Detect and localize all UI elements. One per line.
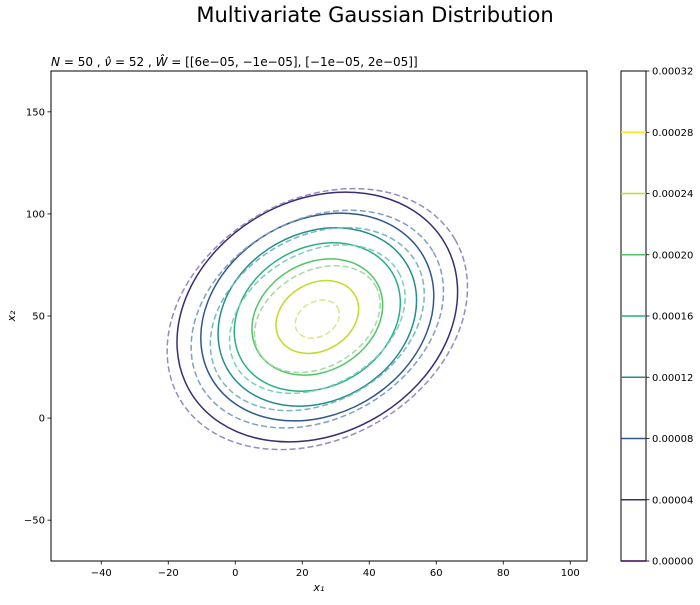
colorbar-tick-label-5: 0.00020 <box>652 250 693 261</box>
solid-contour-0 <box>176 191 459 443</box>
contour-layer <box>166 187 469 451</box>
dashed-contour-2 <box>209 226 426 412</box>
colorbar-tick-label-0: 0.00000 <box>652 557 693 568</box>
solid-contour-3 <box>233 242 402 392</box>
x-tick-label-0: −40 <box>91 568 112 579</box>
dashed-contour-0 <box>166 187 469 451</box>
y-tick-label-1: 0 <box>39 414 45 425</box>
x-tick-label-5: 60 <box>430 568 443 579</box>
x-axis-ticks: −40 −20 0 20 40 60 80 100 <box>91 561 580 579</box>
colorbar-level-lines <box>621 131 646 562</box>
title-eq-2: = <box>115 55 129 69</box>
x-tick-label-4: 40 <box>363 568 376 579</box>
dashed-contour-1 <box>190 209 445 429</box>
y-tick-label-0: −50 <box>24 516 45 527</box>
solid-contour-5 <box>275 279 360 355</box>
title-sep-2: , <box>148 55 156 69</box>
colorbar-tick-label-3: 0.00012 <box>652 373 693 384</box>
colorbar-tick-label-8: 0.00032 <box>652 67 693 78</box>
y-axis-ticks: −50 0 50 100 150 <box>24 107 51 527</box>
y-tick-label-3: 100 <box>26 209 45 220</box>
colorbar: 0.00000 0.00004 0.00008 0.00012 0.00016 0.000… <box>620 67 693 568</box>
y-axis-label: x₂ <box>5 310 18 323</box>
plot-area <box>50 70 588 562</box>
title-eq-1: = <box>64 55 78 69</box>
axes-title: N = 50 , ν̂ = 52 , Ŵ = [[6e−05, −1e−05],… <box>51 54 418 69</box>
x-tick-label-7: 100 <box>561 568 580 579</box>
title-n-label: N <box>51 55 60 69</box>
colorbar-tick-label-4: 0.00016 <box>652 312 693 323</box>
dashed-contour-3 <box>228 244 406 395</box>
title-w-label: Ŵ <box>156 54 169 69</box>
colorbar-tick-label-6: 0.00024 <box>652 189 693 200</box>
title-sep-1: , <box>97 55 105 69</box>
y-tick-label-4: 150 <box>26 107 45 118</box>
figure-title: Multivariate Gaussian Distribution <box>196 3 553 27</box>
title-nu-value: 52 <box>129 55 144 69</box>
title-eq-3: = <box>171 55 185 69</box>
title-n-value: 50 <box>78 55 93 69</box>
solid-contour-2 <box>217 227 418 407</box>
title-nu-label: ν̂ <box>104 55 111 69</box>
x-tick-label-3: 20 <box>296 568 309 579</box>
dashed-contour-5 <box>294 299 341 339</box>
x-tick-label-6: 80 <box>497 568 510 579</box>
title-w-value: [[6e−05, −1e−05], [−1e−05, 2e−05]] <box>185 55 417 69</box>
x-tick-label-1: −20 <box>158 568 179 579</box>
y-tick-label-2: 50 <box>32 312 45 323</box>
colorbar-tick-label-7: 0.00028 <box>652 128 693 139</box>
colorbar-tick-label-1: 0.00004 <box>652 495 693 506</box>
colorbar-ticks: 0.00000 0.00004 0.00008 0.00012 0.00016 0.000… <box>646 67 693 568</box>
dashed-contour-4 <box>253 264 381 374</box>
x-tick-label-2: 0 <box>232 568 238 579</box>
x-axis-label: x₁ <box>313 581 325 594</box>
colorbar-tick-label-2: 0.00008 <box>652 434 693 445</box>
